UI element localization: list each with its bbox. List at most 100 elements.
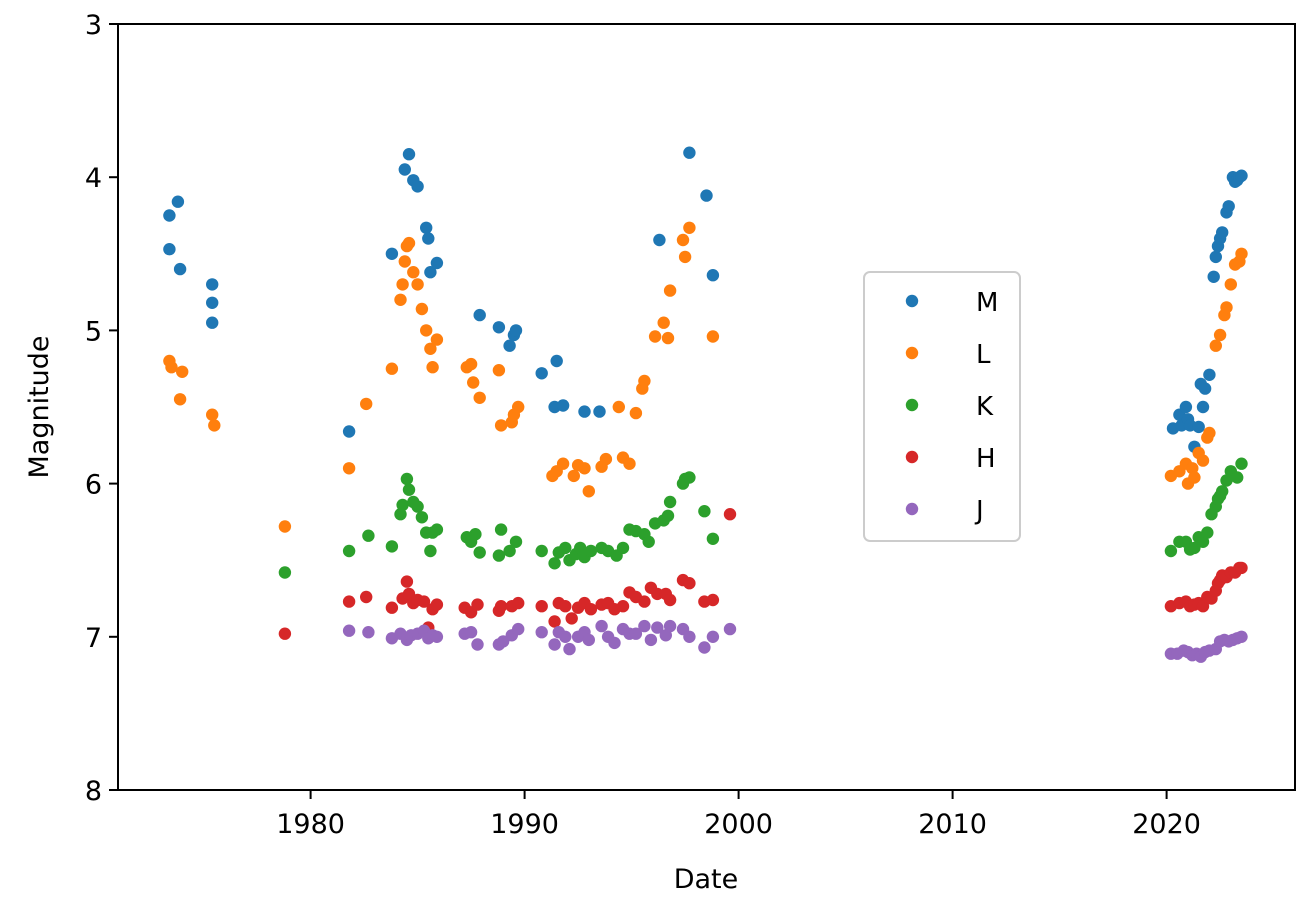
point-L — [578, 462, 591, 475]
point-L — [473, 391, 486, 404]
point-K — [402, 483, 416, 496]
x-tick-label: 1990 — [490, 809, 559, 840]
point-J — [644, 633, 658, 647]
point-L — [415, 302, 429, 316]
point-K — [698, 505, 711, 518]
point-K — [642, 535, 655, 548]
point-M — [1179, 400, 1193, 414]
point-M — [700, 189, 713, 202]
point-J — [362, 626, 375, 639]
point-L — [556, 457, 570, 470]
point-H — [417, 595, 431, 608]
point-K — [415, 511, 429, 524]
point-J — [582, 633, 595, 647]
point-J — [698, 641, 711, 654]
point-J — [563, 642, 576, 656]
point-J — [342, 624, 356, 637]
point-J — [464, 626, 478, 639]
point-M — [163, 243, 176, 256]
x-tick-label: 2020 — [1132, 809, 1201, 840]
legend-marker — [905, 346, 919, 360]
point-K — [1235, 457, 1248, 470]
point-L — [411, 278, 424, 291]
point-H — [430, 598, 444, 611]
y-axis-ticks: 3 4 5 6 7 8 — [85, 10, 118, 807]
point-L — [567, 469, 580, 483]
point-M — [385, 247, 399, 260]
point-H — [565, 612, 578, 625]
point-H — [278, 627, 292, 640]
point-K — [1164, 544, 1178, 558]
point-K — [616, 541, 630, 555]
point-K — [362, 529, 375, 542]
point-L — [678, 250, 692, 264]
point-H — [706, 593, 720, 607]
point-K — [574, 541, 587, 555]
point-M — [535, 367, 548, 380]
point-H — [400, 575, 414, 588]
point-K — [342, 544, 356, 558]
point-K — [503, 544, 516, 558]
point-H — [512, 596, 525, 610]
point-H — [342, 595, 356, 608]
point-L — [638, 374, 651, 388]
point-M — [342, 425, 356, 438]
plot-frame — [117, 23, 1296, 791]
point-M — [402, 148, 416, 161]
point-L — [1196, 454, 1210, 467]
point-L — [467, 376, 480, 389]
point-L — [396, 278, 409, 291]
y-tick-label: 7 — [85, 623, 102, 654]
point-J — [683, 630, 696, 643]
legend-label: L — [976, 340, 991, 370]
y-tick-label: 6 — [85, 470, 102, 501]
point-M — [1203, 368, 1216, 381]
point-H — [360, 590, 373, 604]
series-J — [342, 619, 1248, 663]
point-M — [1209, 250, 1223, 264]
point-M — [420, 221, 433, 234]
point-L — [1220, 301, 1233, 314]
point-L — [706, 330, 720, 343]
y-tick-label: 4 — [85, 163, 102, 194]
point-M — [1207, 270, 1220, 283]
point-M — [473, 308, 486, 322]
point-H — [651, 587, 664, 601]
legend-item-J: J — [905, 496, 984, 526]
point-M — [653, 233, 666, 247]
point-M — [430, 256, 444, 270]
legend-item-H: H — [905, 444, 996, 474]
legend-label: J — [974, 496, 984, 526]
point-K — [400, 472, 414, 486]
point-J — [608, 636, 621, 650]
point-H — [494, 600, 508, 613]
point-K — [469, 528, 482, 541]
point-H — [616, 600, 630, 613]
x-tick-label: 2010 — [918, 809, 987, 840]
point-H — [638, 595, 651, 608]
point-L — [1188, 471, 1201, 484]
point-M — [206, 278, 219, 291]
point-L — [676, 233, 690, 247]
legend-item-M: M — [905, 288, 998, 318]
point-J — [706, 630, 720, 643]
point-K — [424, 544, 437, 558]
point-K — [584, 544, 598, 558]
point-L — [1213, 328, 1227, 342]
point-M — [398, 163, 411, 176]
legend-marker — [905, 450, 919, 464]
point-K — [430, 523, 444, 536]
point-L — [173, 393, 187, 406]
point-M — [206, 296, 219, 309]
series-H — [278, 508, 1248, 640]
y-tick-label: 3 — [85, 10, 102, 41]
point-M — [424, 266, 437, 279]
legend-label: M — [976, 288, 998, 318]
point-H — [559, 600, 572, 613]
point-M — [683, 146, 696, 159]
point-J — [663, 619, 677, 633]
point-K — [663, 495, 677, 509]
x-axis-ticks: 1980 1990 2000 2010 2020 — [276, 790, 1201, 840]
legend-label: H — [976, 444, 996, 474]
